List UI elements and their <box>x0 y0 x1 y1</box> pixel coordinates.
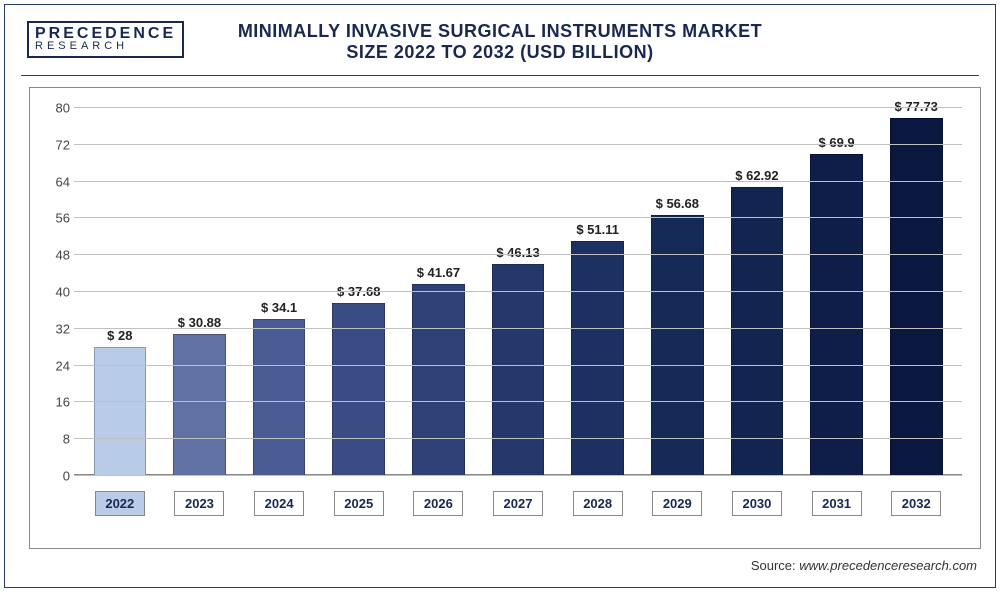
y-tick-label: 40 <box>40 285 70 300</box>
source-url: www.precedenceresearch.com <box>799 558 977 573</box>
gridline <box>74 144 962 145</box>
gridline <box>74 181 962 182</box>
bar-value-label: $ 28 <box>107 328 132 343</box>
x-tick: 2029 <box>637 491 717 516</box>
bar-slot: $ 56.68 <box>637 108 717 476</box>
bar <box>890 118 943 476</box>
bar-slot: $ 41.67 <box>399 108 479 476</box>
y-tick-label: 8 <box>40 432 70 447</box>
x-tick: 2022 <box>80 491 160 516</box>
x-tick: 2032 <box>876 491 956 516</box>
bars-group: $ 28 $ 30.88 $ 34.1 $ 37.68 $ 41.67 $ 46.13 $ … <box>74 108 962 476</box>
gridline <box>74 291 962 292</box>
bar <box>173 334 226 476</box>
y-tick-label: 0 <box>40 469 70 484</box>
y-tick-label: 24 <box>40 358 70 373</box>
x-tick-label: 2031 <box>812 491 862 516</box>
x-tick: 2028 <box>558 491 638 516</box>
source-attribution: Source: www.precedenceresearch.com <box>751 558 977 573</box>
outer-frame: PRECEDENCE RESEARCH MINIMALLY INVASIVE S… <box>4 4 996 588</box>
gridline <box>74 254 962 255</box>
x-tick-label: 2022 <box>95 491 145 516</box>
x-tick-label: 2028 <box>573 491 623 516</box>
x-tick-label: 2027 <box>493 491 543 516</box>
gridline <box>74 475 962 476</box>
bar-slot: $ 37.68 <box>319 108 399 476</box>
bar <box>253 319 306 476</box>
bar <box>94 347 147 476</box>
bar-slot: $ 34.1 <box>239 108 319 476</box>
gridline <box>74 438 962 439</box>
chart-title: MINIMALLY INVASIVE SURGICAL INSTRUMENTS … <box>5 21 995 63</box>
x-tick: 2031 <box>797 491 877 516</box>
x-axis: 2022 2023 2024 2025 2026 2027 2028 2029 2030 2031… <box>74 491 962 516</box>
x-tick: 2024 <box>239 491 319 516</box>
bar-slot: $ 77.73 <box>876 108 956 476</box>
bar-value-label: $ 51.11 <box>576 222 619 237</box>
plot-area: $ 28 $ 30.88 $ 34.1 $ 37.68 $ 41.67 $ 46.13 $ … <box>74 108 962 476</box>
gridline <box>74 107 962 108</box>
y-tick-label: 16 <box>40 395 70 410</box>
x-tick-label: 2026 <box>413 491 463 516</box>
bar-slot: $ 51.11 <box>558 108 638 476</box>
bar-value-label: $ 41.67 <box>417 265 460 280</box>
x-tick: 2026 <box>399 491 479 516</box>
gridline <box>74 328 962 329</box>
bar-slot: $ 28 <box>80 108 160 476</box>
x-tick-label: 2025 <box>334 491 384 516</box>
x-tick: 2025 <box>319 491 399 516</box>
bar-value-label: $ 46.13 <box>496 245 539 260</box>
bar-slot: $ 69.9 <box>797 108 877 476</box>
x-tick-label: 2029 <box>652 491 702 516</box>
chart-container: $ 28 $ 30.88 $ 34.1 $ 37.68 $ 41.67 $ 46.13 $ … <box>29 87 981 549</box>
x-tick: 2030 <box>717 491 797 516</box>
y-tick-label: 64 <box>40 174 70 189</box>
title-line-2: SIZE 2022 TO 2032 (USD BILLION) <box>5 42 995 63</box>
bar-value-label: $ 56.68 <box>656 196 699 211</box>
bar <box>810 154 863 476</box>
y-tick-label: 32 <box>40 321 70 336</box>
bar-value-label: $ 34.1 <box>261 300 297 315</box>
bar <box>571 241 624 476</box>
source-label: Source: <box>751 558 796 573</box>
x-tick: 2027 <box>478 491 558 516</box>
y-tick-label: 56 <box>40 211 70 226</box>
x-tick-label: 2030 <box>732 491 782 516</box>
gridline <box>74 401 962 402</box>
y-tick-label: 72 <box>40 137 70 152</box>
x-tick-label: 2023 <box>174 491 224 516</box>
title-line-1: MINIMALLY INVASIVE SURGICAL INSTRUMENTS … <box>5 21 995 42</box>
bar-slot: $ 62.92 <box>717 108 797 476</box>
bar <box>412 284 465 476</box>
bar-slot: $ 46.13 <box>478 108 558 476</box>
gridline <box>74 365 962 366</box>
header-divider <box>21 75 979 76</box>
bar <box>731 187 784 476</box>
x-tick-label: 2032 <box>891 491 941 516</box>
y-tick-label: 80 <box>40 101 70 116</box>
gridline <box>74 217 962 218</box>
bar <box>492 264 545 476</box>
x-tick: 2023 <box>160 491 240 516</box>
bar-slot: $ 30.88 <box>160 108 240 476</box>
x-tick-label: 2024 <box>254 491 304 516</box>
y-tick-label: 48 <box>40 248 70 263</box>
